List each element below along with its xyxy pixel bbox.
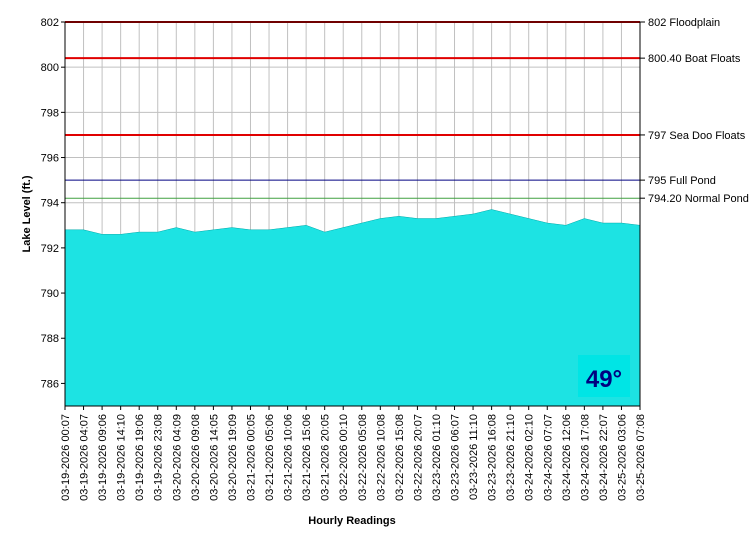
x-tick-label: 03-19-2026 00:07 [60, 414, 72, 501]
y-tick-label: 788 [41, 333, 59, 345]
reference-label: 797 Sea Doo Floats [648, 130, 746, 142]
annotation-box [578, 355, 630, 397]
x-tick-label: 03-22-2026 05:08 [357, 414, 369, 501]
x-tick-label: 03-24-2026 07:07 [542, 414, 554, 501]
x-tick-label: 03-23-2026 16:08 [487, 414, 499, 501]
y-tick-label: 796 [41, 153, 59, 165]
x-tick-label: 03-20-2026 09:08 [190, 414, 202, 501]
x-tick-label: 03-24-2026 12:06 [561, 414, 573, 501]
x-tick-label: 03-21-2026 10:06 [283, 414, 295, 501]
x-tick-label: 03-20-2026 19:09 [227, 414, 239, 501]
x-tick-label: 03-22-2026 20:07 [412, 414, 424, 501]
x-tick-label: 03-23-2026 06:07 [450, 414, 462, 501]
y-tick-label: 790 [41, 288, 59, 300]
x-tick-label: 03-21-2026 15:06 [301, 414, 313, 501]
x-tick-label: 03-24-2026 17:08 [579, 414, 591, 501]
y-axis-label: Lake Level (ft.) [21, 175, 33, 252]
y-tick-label: 802 [41, 17, 59, 29]
x-tick-label: 03-25-2026 07:08 [635, 414, 647, 501]
x-tick-label: 03-23-2026 11:10 [468, 414, 480, 500]
x-tick-label: 03-22-2026 15:08 [394, 414, 406, 501]
x-tick-label: 03-21-2026 20:05 [320, 414, 332, 501]
x-tick-label: 03-22-2026 10:08 [375, 414, 387, 501]
y-tick-label: 786 [41, 378, 59, 390]
y-tick-label: 798 [41, 107, 59, 119]
x-tick-label: 03-21-2026 05:06 [264, 414, 276, 501]
annotation: 49° [586, 366, 622, 393]
x-tick-label: 03-19-2026 19:06 [134, 414, 146, 501]
x-tick-label: 03-21-2026 00:05 [245, 414, 257, 501]
x-tick-label: 03-19-2026 23:08 [153, 414, 165, 501]
y-tick-label: 794 [41, 198, 59, 210]
reference-label: 795 Full Pond [648, 175, 716, 187]
x-tick-label: 03-20-2026 04:09 [171, 414, 183, 501]
x-tick-label: 03-25-2026 03:06 [616, 414, 628, 501]
y-tick-label: 792 [41, 243, 59, 255]
x-tick-label: 03-19-2026 09:06 [97, 414, 109, 501]
x-tick-label: 03-24-2026 02:10 [524, 414, 536, 501]
x-tick-label: 03-20-2026 14:05 [208, 414, 220, 501]
reference-label: 800.40 Boat Floats [648, 53, 741, 65]
reference-label: 794.20 Normal Pond [648, 193, 749, 205]
x-tick-label: 03-23-2026 21:10 [505, 414, 517, 501]
x-tick-label: 03-22-2026 00:10 [338, 414, 350, 501]
x-tick-label: 03-19-2026 04:07 [79, 414, 91, 501]
x-tick-label: 03-23-2026 01:10 [431, 414, 443, 501]
x-tick-label: 03-19-2026 14:10 [116, 414, 128, 501]
x-tick-label: 03-24-2026 22:07 [598, 414, 610, 501]
y-tick-label: 800 [41, 62, 59, 74]
area [64, 209, 641, 407]
plot-border [64, 21, 641, 407]
reference-label: 802 Floodplain [648, 17, 720, 29]
x-axis-label: Hourly Readings [308, 515, 395, 527]
